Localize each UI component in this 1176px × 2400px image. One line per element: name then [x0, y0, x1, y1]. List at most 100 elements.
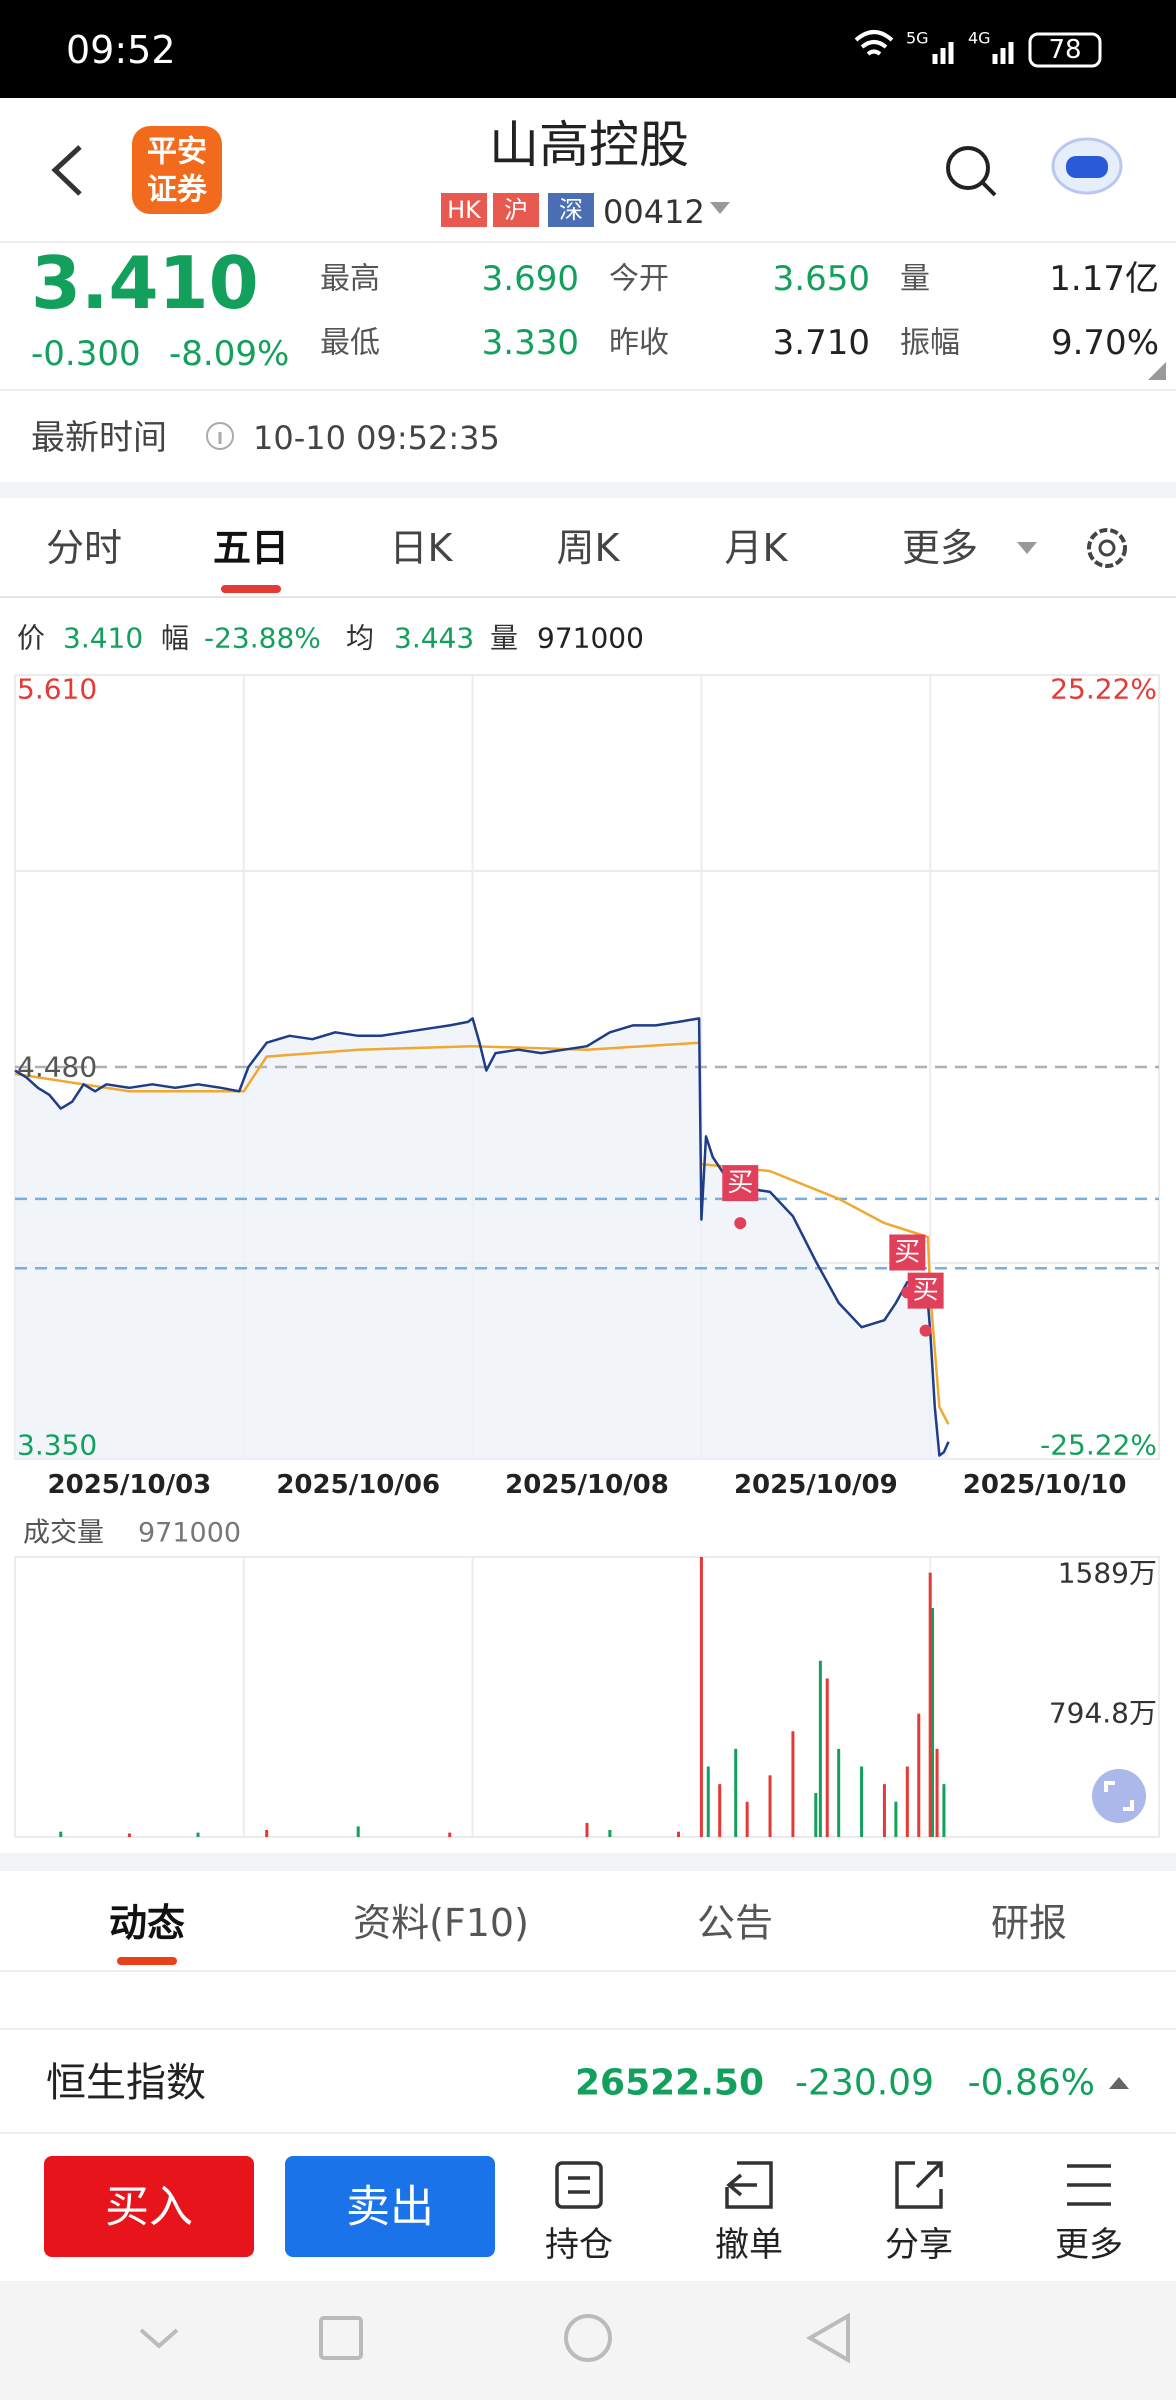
market-tag: [441, 193, 487, 227]
volume-bar: [894, 1801, 898, 1837]
content-tab-active[interactable]: 动态: [109, 1901, 185, 1945]
y-tick-label: 4.480: [17, 1051, 97, 1084]
assistant-face: [1066, 156, 1108, 178]
nav-bar: [0, 2281, 1176, 2400]
stat-label: 最低: [320, 326, 380, 361]
y2-tick-label: 25.22%: [1050, 673, 1157, 706]
volume-bar: [265, 1829, 269, 1837]
content-tab[interactable]: 资料(F10): [353, 1901, 529, 1945]
market-tag: [548, 193, 594, 227]
volume-value: 971000: [138, 1518, 241, 1549]
volume-bar: [930, 1607, 934, 1837]
nav-back[interactable]: [806, 2312, 850, 2364]
chart-tab[interactable]: 分时: [46, 526, 122, 570]
stock-code: 00412: [603, 193, 705, 231]
plot-frame: [14, 1556, 1160, 1838]
logo-text: 平安: [147, 135, 207, 170]
sell-label: 卖出: [346, 2182, 434, 2233]
stat-label: 最高: [320, 262, 380, 297]
nav-recent[interactable]: [319, 2316, 363, 2360]
fullscreen-icon: [1104, 1781, 1134, 1811]
volume-bar: [837, 1748, 841, 1837]
buy-label: 买入: [105, 2182, 193, 2233]
info-icon[interactable]: [206, 422, 234, 450]
y-tick-label: 5.610: [17, 673, 97, 706]
stat-value: 9.70%: [1051, 323, 1159, 363]
volume-bar: [677, 1831, 681, 1837]
search-icon[interactable]: [946, 146, 990, 190]
chart-tab-active[interactable]: 五日: [213, 526, 289, 570]
volume-bar: [196, 1832, 200, 1837]
holdings-icon[interactable]: [555, 2161, 603, 2209]
stat-value: 3.330: [482, 323, 579, 363]
market-tag-text: 深: [559, 196, 583, 224]
volume-bar: [942, 1784, 946, 1837]
dropdown-arrow: [1017, 542, 1037, 554]
status-bar: [0, 0, 1176, 98]
content-tab[interactable]: 研报: [991, 1901, 1067, 1945]
last-price: 3.410: [31, 241, 259, 325]
chart-tab[interactable]: 更多: [902, 526, 978, 570]
index-value: 26522.50: [575, 2063, 764, 2104]
section-gap: [0, 482, 1176, 498]
trade-badge: [722, 1165, 759, 1202]
clock: 09:52: [66, 28, 176, 72]
tool-label[interactable]: 撤单: [715, 2225, 783, 2265]
chart-tab[interactable]: 日K: [390, 526, 454, 570]
chart-tab[interactable]: 月K: [725, 526, 789, 570]
signal-icon: [932, 42, 1014, 64]
share-icon[interactable]: [895, 2161, 943, 2209]
logo: [132, 126, 222, 214]
volume-bar: [928, 1572, 932, 1837]
expand-corner[interactable]: [1148, 362, 1166, 380]
buy-button[interactable]: [44, 2156, 254, 2257]
tool-label[interactable]: 持仓: [545, 2225, 613, 2265]
nav-home[interactable]: [564, 2314, 612, 2362]
update-label: 最新时间: [31, 418, 167, 458]
tab-underline: [117, 1957, 177, 1965]
dropdown-arrow[interactable]: [710, 202, 730, 214]
info-value: 3.410: [63, 622, 143, 655]
nav-hide[interactable]: [139, 2328, 179, 2349]
logo-text: 证券: [147, 173, 208, 208]
expand-arrow[interactable]: [1109, 2077, 1129, 2089]
info-value: 971000: [537, 622, 644, 655]
market-tag: [493, 193, 539, 227]
more-icon[interactable]: [1067, 2164, 1111, 2206]
cancel-icon[interactable]: [725, 2161, 773, 2209]
stat-label: 今开: [609, 262, 669, 297]
info-label: 均: [346, 622, 374, 655]
chart-tab[interactable]: 周K: [557, 526, 621, 570]
tool-label[interactable]: 更多: [1055, 2225, 1123, 2265]
tab-underline: [221, 585, 281, 593]
content-tab[interactable]: 公告: [697, 1901, 773, 1945]
holdings-icon-lines: [568, 2176, 590, 2194]
volume-bar: [818, 1660, 822, 1837]
volume-bar: [127, 1833, 131, 1837]
volume-bar: [448, 1832, 452, 1837]
index-name[interactable]: 恒生指数: [46, 2060, 206, 2106]
settings-icon[interactable]: [1087, 528, 1127, 568]
tool-label[interactable]: 分享: [885, 2225, 953, 2265]
price-change: -0.300: [31, 334, 141, 374]
trade-label: 买: [913, 1276, 939, 1306]
fullscreen-button[interactable]: [1092, 1769, 1146, 1823]
price-area: [15, 1018, 949, 1459]
volume-title: 成交量: [23, 1518, 104, 1549]
volume-bar: [718, 1784, 722, 1837]
stat-label: 振幅: [900, 326, 960, 361]
volume-bar: [935, 1748, 939, 1837]
trade-label: 买: [894, 1237, 920, 1267]
volume-bar: [825, 1678, 829, 1837]
market-tag-text: 沪: [504, 196, 528, 224]
volume-bar: [882, 1784, 886, 1837]
section-gap: [0, 1853, 1176, 1871]
trade-badge: [889, 1234, 926, 1271]
volume-bar: [706, 1766, 710, 1837]
index-change-pct: -0.86%: [968, 2063, 1095, 2104]
sell-button[interactable]: [285, 2156, 495, 2257]
network: 5G: [906, 29, 929, 48]
back-button[interactable]: [51, 145, 82, 196]
